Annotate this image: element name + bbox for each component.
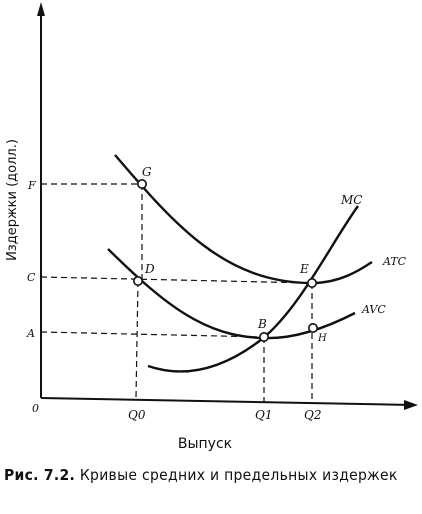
origin-label: 0	[32, 402, 39, 415]
label-point-h: H	[317, 333, 327, 344]
x-tick-q2: Q2	[304, 408, 321, 422]
label-point-e: E	[299, 262, 309, 276]
x-tick-q1: Q1	[255, 408, 272, 422]
point-d	[133, 275, 144, 286]
label-point-d: D	[144, 262, 155, 276]
label-avc: AVC	[361, 303, 386, 316]
y-axis-title: Издержки (долл.)	[5, 139, 20, 261]
x-axis	[40, 397, 413, 406]
label-atc: ATC	[382, 255, 407, 268]
point-h	[307, 322, 318, 333]
x-axis-arrow	[404, 400, 418, 410]
point-g	[137, 179, 148, 190]
caption-figure-number: Рис. 7.2.	[4, 466, 76, 484]
cost-curves-diagram: G D E B H MC ATC AVC F C A 0 Q0 Q1 Q2 Из…	[5, 2, 418, 452]
y-axis-arrow	[37, 2, 45, 16]
mc-curve	[147, 205, 359, 373]
x-axis-title: Выпуск	[178, 436, 232, 452]
avc-curve	[107, 248, 356, 340]
y-tick-a: A	[26, 327, 35, 340]
label-point-g: G	[142, 165, 152, 179]
points	[133, 179, 318, 342]
point-e	[306, 277, 317, 288]
point-b	[258, 331, 269, 342]
x-tick-q0: Q0	[128, 408, 146, 422]
label-mc: MC	[340, 193, 362, 207]
y-tick-f: F	[27, 179, 36, 192]
atc-curve	[114, 154, 373, 285]
label-point-b: B	[257, 317, 267, 331]
y-tick-c: C	[27, 271, 36, 284]
dashed-guides	[40, 183, 313, 403]
caption-text: Кривые средних и предельных издержек	[79, 466, 398, 484]
figure-caption: Рис. 7.2. Кривые средних и предельных из…	[4, 466, 420, 484]
